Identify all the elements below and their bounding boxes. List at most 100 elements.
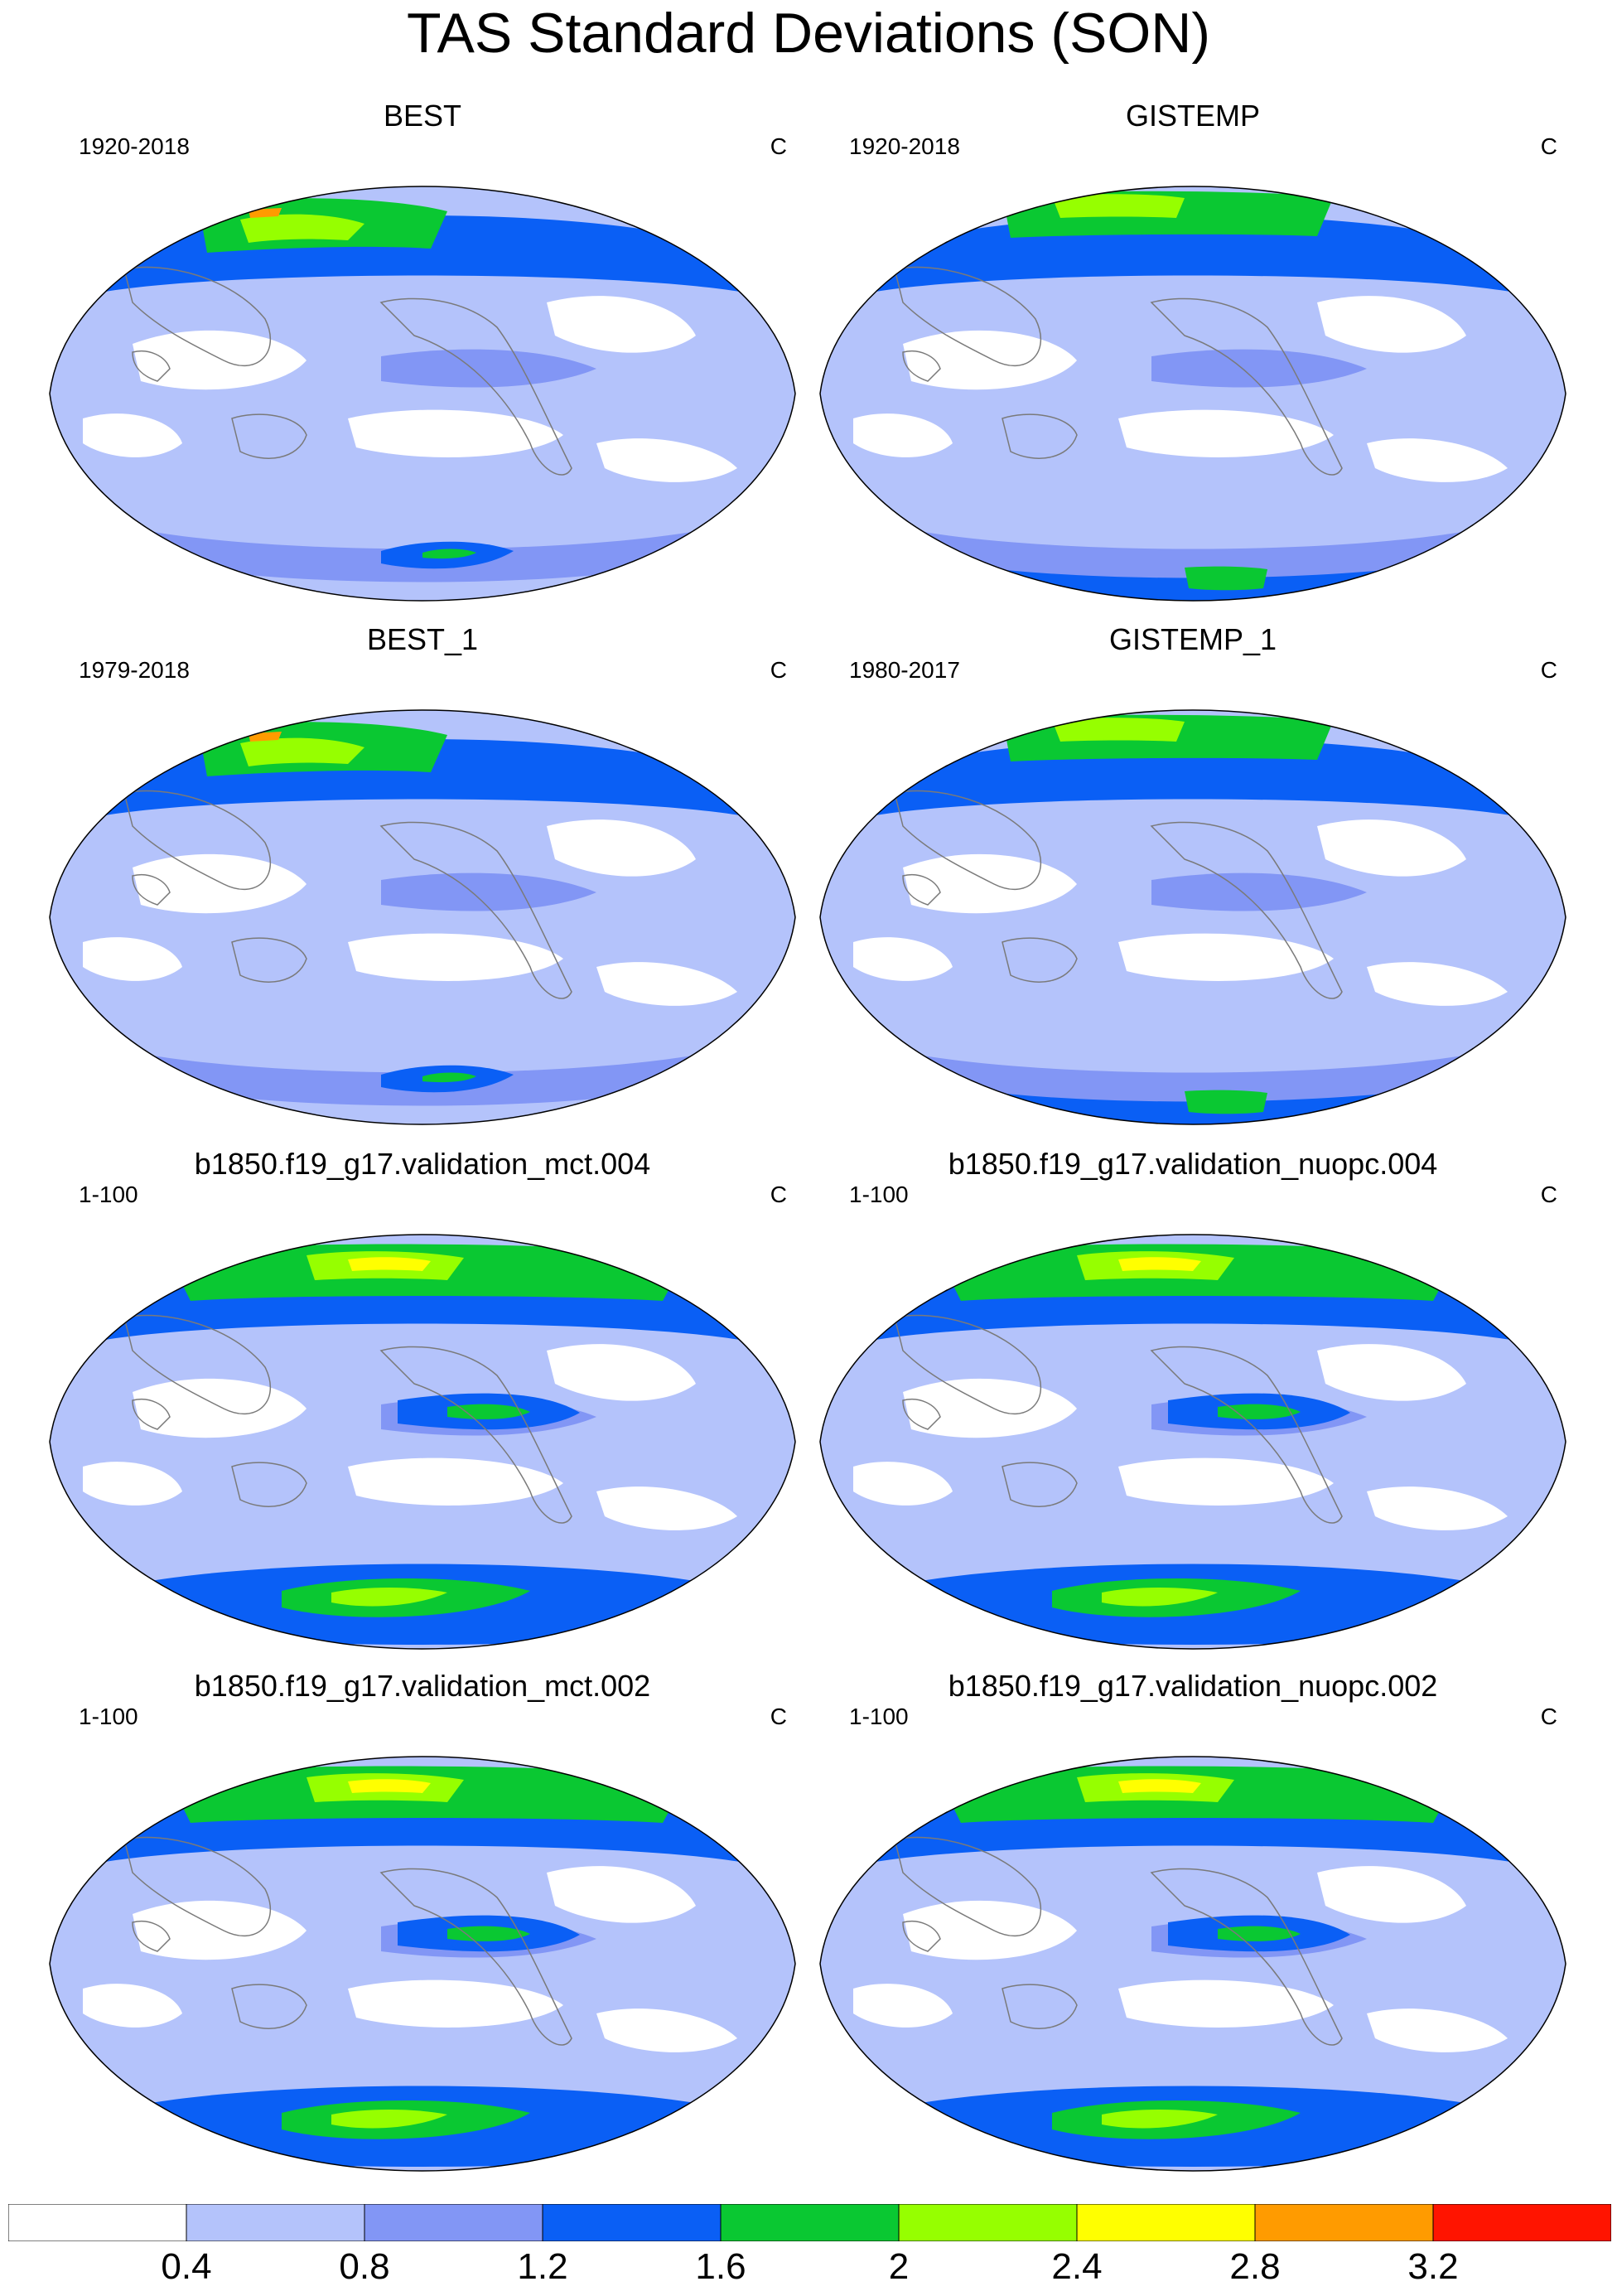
contour-region (820, 1757, 1566, 2171)
colorbar-tick-label: 0.8 (339, 2246, 390, 2287)
panel-title: GISTEMP (1125, 99, 1261, 133)
robinson-map (819, 1234, 1566, 1650)
contour-region (547, 819, 696, 877)
panel-title: BEST_1 (366, 622, 479, 656)
coastline (902, 1921, 941, 1952)
panel-title: GISTEMP_1 (1108, 622, 1277, 656)
contour-region (1367, 438, 1508, 482)
contour-region (1317, 1866, 1466, 1923)
coastline (132, 1921, 171, 1952)
colorbar-tick-label: 1.6 (695, 2246, 746, 2287)
map-border (819, 709, 1566, 1125)
contour-region (422, 549, 476, 559)
contour-region (133, 330, 307, 390)
coastline (379, 821, 572, 999)
contour-region (820, 710, 1566, 1124)
contour-region (1151, 349, 1367, 388)
panel-period: 1979-2018 (79, 657, 190, 683)
panel-units: C (770, 133, 787, 159)
contour-region (1118, 1779, 1201, 1793)
colorbar-swatch (898, 2204, 1078, 2241)
coastline (1002, 937, 1078, 983)
coastline (1002, 1984, 1078, 2029)
colorbar-swatch (720, 2204, 900, 2241)
coastline (379, 1868, 572, 2046)
coastline (231, 937, 307, 983)
contour-region (348, 1779, 431, 1793)
map-panel: b1850.f19_g17.validation_nuopc.004 1-100 C (804, 1148, 1582, 1661)
map-panel: b1850.f19_g17.validation_nuopc.002 1-100 C (804, 1670, 1582, 2183)
contour-region (1102, 1588, 1218, 1607)
contour-region (1052, 194, 1185, 218)
contour-region (903, 853, 1077, 914)
panel-period: 1980-2017 (849, 657, 960, 683)
coastline (894, 1836, 1041, 1936)
contour-region (1118, 933, 1334, 981)
contour-region (1367, 2008, 1508, 2052)
contour-region (547, 296, 696, 353)
colorbar-swatch (186, 2204, 365, 2241)
contour-region (133, 1378, 307, 1438)
contour-region (1367, 962, 1508, 1006)
map-border (819, 1234, 1566, 1650)
contour-region (820, 186, 1566, 601)
contour-region (83, 1984, 182, 2028)
coastline (123, 266, 271, 366)
panel-units: C (1540, 1182, 1557, 1207)
map-border (819, 186, 1566, 602)
colorbar-swatch (1254, 2204, 1434, 2241)
coastline (132, 1399, 171, 1430)
contour-region (820, 1235, 1566, 1649)
contour-region (1151, 872, 1367, 911)
colorbar (8, 2204, 1611, 2241)
contour-region (547, 1344, 696, 1401)
panel-period: 1920-2018 (79, 133, 190, 159)
contour-region (1317, 296, 1466, 353)
contour-region (1118, 1457, 1334, 1506)
contour-region (133, 1900, 307, 1960)
coastline (1002, 1462, 1078, 1507)
panel-units: C (770, 1182, 787, 1207)
colorbar-swatch (542, 2204, 722, 2241)
contour-region (381, 349, 596, 388)
contour-region (50, 1757, 795, 2171)
map-panel: GISTEMP 1920-2018 C (804, 99, 1582, 613)
map-panel: b1850.f19_g17.validation_mct.004 1-100 C (33, 1148, 812, 1661)
robinson-map (819, 709, 1566, 1125)
contour-region (1118, 409, 1334, 457)
contour-region (83, 937, 182, 981)
coastline (132, 874, 171, 906)
contour-region (83, 413, 182, 457)
contour-region (862, 1042, 1524, 1106)
contour-region (1367, 1486, 1508, 1530)
contour-region (1118, 1979, 1334, 2028)
coastline (231, 1462, 307, 1507)
map-border (819, 1756, 1566, 2172)
coastline (902, 874, 941, 906)
coastline (123, 790, 271, 890)
coastline (902, 350, 941, 382)
coastline (902, 1399, 941, 1430)
coastline (1150, 297, 1343, 476)
contour-region (596, 2008, 737, 2052)
panel-units: C (770, 657, 787, 683)
colorbar-tick-label: 2.4 (1051, 2246, 1103, 2287)
coastline (894, 790, 1041, 890)
contour-region (447, 1404, 530, 1419)
contour-region (903, 330, 1077, 390)
panel-title: b1850.f19_g17.validation_nuopc.002 (948, 1669, 1438, 1703)
map-border (49, 186, 796, 602)
robinson-map (49, 186, 796, 602)
coastline (123, 1836, 271, 1936)
colorbar-swatch (1432, 2204, 1611, 2241)
colorbar-swatch (1076, 2204, 1256, 2241)
contour-region (240, 737, 364, 766)
contour-region (1218, 1926, 1301, 1941)
coastline (1150, 821, 1343, 999)
contour-region (853, 413, 953, 457)
colorbar-tick-label: 1.2 (517, 2246, 568, 2287)
map-panel: BEST_1 1979-2018 C (33, 623, 812, 1137)
contour-region (903, 1378, 1077, 1438)
panel-units: C (770, 1704, 787, 1729)
panel-title: b1850.f19_g17.validation_mct.004 (194, 1147, 651, 1181)
